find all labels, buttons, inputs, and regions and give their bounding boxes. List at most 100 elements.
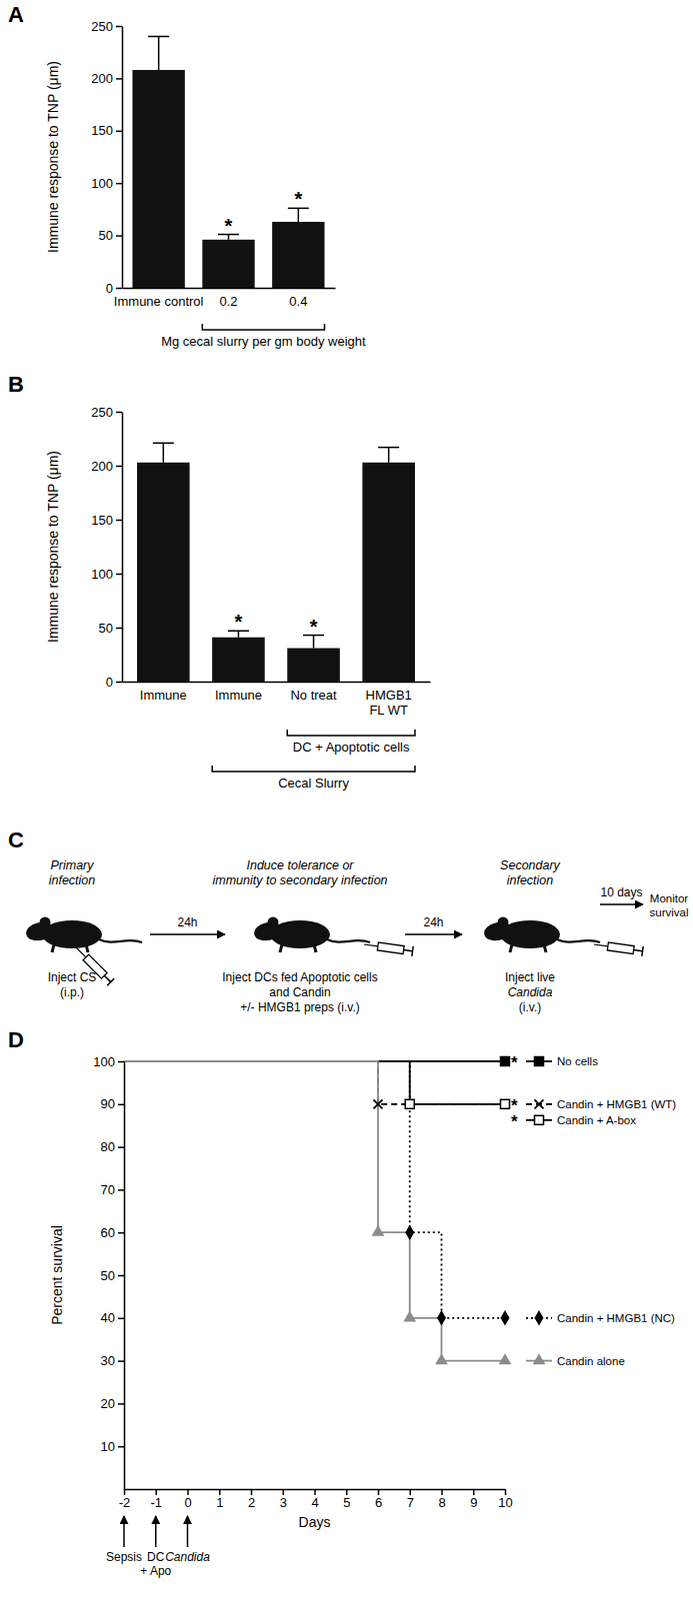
tick: 100 [91,567,122,582]
x-axis: ImmuneImmuneNo treatHMGB1FL WT [123,682,431,718]
step-action: (i.v.) [519,1001,541,1015]
tick: 20 [101,1397,124,1412]
tick-mark [116,235,122,237]
syringe-needle [76,948,86,958]
tick-mark [118,1361,124,1363]
tick-mark [116,628,122,630]
marker-triangle [372,1226,385,1237]
label-line: Immune [215,688,262,703]
syringe-plunger [403,946,413,957]
event-arrow [123,1517,125,1548]
mouse-icon [252,918,370,954]
group-label: Cecal Slurry [278,776,349,791]
tick-label: Immune [215,688,262,703]
bar [212,638,265,682]
mouse-tail [327,940,370,943]
marker-triangle [403,1311,416,1322]
group-bracket [202,324,324,330]
bar [362,463,415,682]
tick-label: 30 [101,1354,115,1369]
tick: 200 [91,459,122,474]
legend-significance: * [511,1054,518,1073]
event-label: + Apo [140,1565,171,1579]
bar [132,70,184,288]
tick-label: 3 [280,1496,287,1511]
error-cap [153,443,174,445]
step-arrow [405,934,462,936]
y-title: Immune response to TNP (μm) [45,61,61,253]
tick-label: 0 [106,675,113,690]
syringe-plunger [101,973,114,986]
syringe-barrel [377,943,404,955]
tick: 0.2 [219,288,237,309]
survival-line [124,1062,505,1105]
group-label: DC + Apoptotic cells [293,740,410,755]
tick-label: 1 [216,1496,223,1511]
marker-square [535,1058,544,1067]
bar-panel: B**050100150200250ImmuneImmuneNo treatHM… [8,372,431,791]
tick-label: 100 [91,176,113,191]
significance: * [310,616,318,638]
mouse-ear [498,918,509,929]
tick-label: 10 [498,1496,512,1511]
tick-mark [473,1490,475,1496]
marker-diamond [535,1311,544,1327]
tick: Immune [140,682,187,703]
tick: 50 [99,228,122,243]
tick-label: 70 [101,1183,115,1198]
tick: 9 [470,1490,477,1511]
tick: 60 [101,1226,124,1241]
event-arrow [187,1517,189,1548]
tick-mark [118,1105,124,1107]
error-bar [158,36,160,70]
step-action: Inject CS [48,971,97,985]
tick-mark [118,1404,124,1406]
mouse-legs [510,945,546,953]
mouse-tail [99,940,142,943]
panel-letter: C [8,828,24,853]
tick-mark [118,1062,124,1064]
tick-label: 0.4 [289,294,307,309]
tick-label: 10 [101,1440,115,1455]
tick-label: 0 [184,1496,191,1511]
tick: 150 [91,123,122,138]
legend-label: Candin + HMGB1 (NC) [557,1313,675,1325]
tick-mark [116,131,122,133]
tick: 0.4 [289,288,307,309]
step-title: infection [507,874,554,888]
tick-mark [118,1319,124,1321]
tick-mark [116,183,122,185]
mouse-ear [268,918,279,929]
tick-label: 0 [106,281,113,296]
tick-label: 2 [248,1496,255,1511]
tick-mark [116,574,122,576]
marks [137,443,415,682]
tick: Immune [215,682,262,703]
significance: * [225,215,233,237]
syringe-icon [72,944,114,986]
axis-line [123,682,431,684]
tick: 80 [101,1140,124,1155]
tick: 7 [407,1490,414,1511]
marker-diamond [501,1311,510,1327]
tick-mark [187,1490,189,1496]
panel-letter: D [8,1028,24,1053]
legend-label: Candin + HMGB1 (WT) [557,1099,676,1111]
survival-line [124,1062,505,1105]
step-title: Secondary [500,859,561,873]
diagram-panel: CPrimaryinfectionInject CS(i.p.)Induce t… [8,828,688,1015]
marker-triangle [499,1354,512,1365]
tick-mark [118,1233,124,1235]
group-label: Mg cecal slurry per gm body weight [161,334,366,349]
tick-label: 90 [101,1097,115,1112]
event-arrow [155,1517,157,1548]
marker-square [501,1058,510,1067]
tick: -1 [150,1490,162,1511]
figure: A**050100150200250Immune control0.20.4Im… [0,0,693,1600]
tick-label: -2 [119,1496,131,1511]
tick-label: 80 [101,1140,115,1155]
tick-mark [116,288,122,290]
tick: 70 [101,1183,124,1198]
end-label: Monitor [650,893,689,905]
tick-label: Immune control [114,294,204,309]
